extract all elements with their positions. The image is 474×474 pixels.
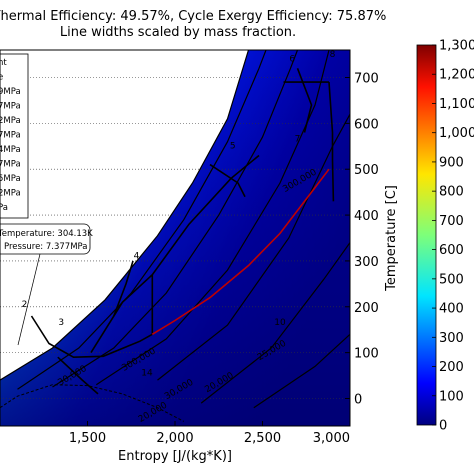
- chart-title-line1: cle Thermal Efficiency: 49.57%, Cycle Ex…: [0, 9, 386, 24]
- colorbar-tick-label: 1,100: [439, 97, 474, 112]
- cycle-path: [209, 163, 246, 198]
- legend-entry: 7MPa: [0, 131, 21, 141]
- isobar-line: [200, 242, 350, 404]
- legend-entry: 4MPa: [0, 145, 21, 155]
- cycle-path: [113, 260, 134, 317]
- y-tick-label: 500: [354, 163, 379, 178]
- legend-entry: Pa: [0, 203, 8, 213]
- legend-entry: 2MPa: [0, 116, 21, 126]
- state-point-label: 3: [58, 318, 64, 328]
- cycle-path: [30, 315, 153, 359]
- state-point-label: 8: [330, 50, 336, 60]
- cycle-paths: [30, 68, 335, 395]
- colorbar-tick-label: 600: [439, 243, 464, 258]
- y-axis-ticks: 0 100 200 300 400 500 600 700: [345, 72, 379, 407]
- critical-point-pointer: [17, 253, 41, 346]
- y-tick-label: 200: [354, 301, 379, 316]
- legend: nt e 9MPa 7MPa 2MPa 7MPa 4MPa 7MPa 5MPa 2MPa Pa: [0, 53, 29, 219]
- state-point-labels: 6 5 4 3 2 14 7 8 10: [22, 50, 336, 379]
- colorbar-tick-label: 900: [439, 155, 464, 170]
- state-point-label: 7: [295, 135, 301, 145]
- legend-entry: 7MPa: [0, 102, 21, 112]
- cycle-path: [57, 356, 99, 395]
- cycle-path: [296, 68, 313, 133]
- isobar-line: [95, 50, 330, 386]
- x-axis-label: Entropy [J/(kg*K)]: [118, 449, 232, 464]
- legend-box: [0, 53, 29, 219]
- state-point-label: 5: [230, 142, 236, 152]
- y-tick-label: 300: [354, 255, 379, 270]
- colorbar-tick-label: 1,000: [439, 126, 474, 141]
- x-axis-ticks: 1,500 2,000 2,500 3,000: [69, 421, 351, 446]
- critical-point-note: Temperature: 304.13K Pressure: 7.377MPa: [0, 223, 93, 346]
- y-tick-label: 700: [354, 72, 379, 87]
- isobar-line: [253, 333, 350, 409]
- isobar-line: [157, 113, 350, 381]
- colorbar-tick-label: 300: [439, 331, 464, 346]
- state-point-label: 14: [141, 369, 153, 379]
- cycle-path: [328, 82, 335, 202]
- legend-entry: nt: [0, 58, 7, 68]
- colorbar-tick-label: 100: [439, 389, 464, 404]
- x-tick-label: 3,000: [313, 431, 350, 446]
- colorbar-tick-label: 800: [439, 185, 464, 200]
- colorbar-tick-label: 0: [439, 419, 447, 434]
- legend-entry: 5MPa: [0, 174, 21, 184]
- colorbar-tick-label: 1,300: [439, 39, 474, 54]
- y-tick-label: 400: [354, 209, 379, 224]
- state-point-label: 6: [289, 54, 295, 64]
- isobar-line: [17, 50, 267, 390]
- legend-entry: 7MPa: [0, 160, 21, 170]
- state-point-label: 2: [22, 300, 28, 310]
- colorbar: [416, 44, 437, 426]
- chart-title-line2: Line widths scaled by mass fraction.: [60, 25, 296, 40]
- state-point-label: 4: [134, 252, 140, 262]
- property-field-shade: [0, 50, 350, 426]
- red-cycle-line: [151, 168, 330, 335]
- legend-entry: 9MPa: [0, 87, 21, 97]
- y-tick-label: 0: [354, 392, 362, 407]
- y-tick-label: 600: [354, 117, 379, 132]
- x-tick-label: 2,000: [156, 431, 193, 446]
- cycle-path: [90, 154, 260, 354]
- critical-point-pressure: Pressure: 7.377MPa: [4, 242, 87, 252]
- colorbar-tick-label: 1,200: [439, 68, 474, 83]
- red-cycle-path: [151, 168, 330, 335]
- gridlines: [0, 77, 350, 399]
- colorbar-tick-label: 400: [439, 302, 464, 317]
- y-tick-label: 100: [354, 347, 379, 362]
- legend-entry: e: [0, 73, 3, 83]
- y-axis-label: Temperature [C]: [384, 185, 399, 292]
- legend-entry: 2MPa: [0, 189, 21, 199]
- colorbar-tick-label: 500: [439, 272, 464, 287]
- isobar-line: [0, 50, 250, 381]
- colorbar-tick-label: 200: [439, 360, 464, 375]
- colorbar-ticks: 0 100 200 300 400 500 600 700 800 900 1,000 1,100 1,…: [432, 39, 474, 434]
- isobar-line: [52, 50, 299, 388]
- x-tick-label: 1,500: [69, 431, 106, 446]
- critical-point-temperature: Temperature: 304.13K: [0, 229, 93, 239]
- x-tick-label: 2,500: [244, 431, 281, 446]
- isobar-lines: [0, 50, 350, 409]
- colorbar-tick-label: 700: [439, 214, 464, 229]
- state-point-label: 10: [274, 318, 286, 328]
